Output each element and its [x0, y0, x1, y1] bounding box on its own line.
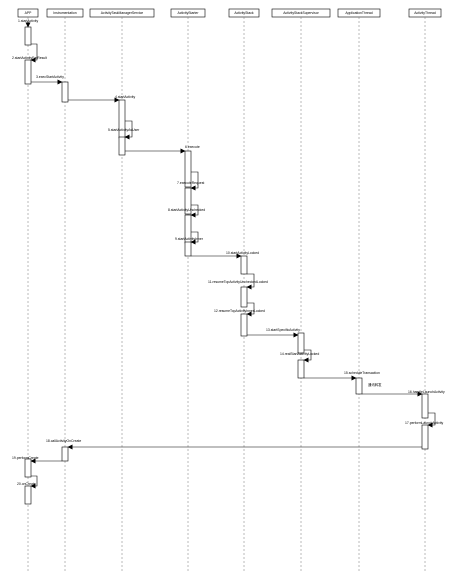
activation-bar [118, 136, 126, 156]
message-13: 13.startSpecificActivity [247, 328, 300, 338]
note-label: 通讯转发 [368, 382, 382, 387]
message-label: 6.execute [185, 145, 200, 149]
message-label: 14.realStartActivityLocked [280, 352, 319, 356]
activation-bar [61, 81, 69, 103]
activation-bar [240, 255, 248, 275]
message-label: 15.scheduleTransaction [344, 371, 380, 375]
message-20: 20.onCreate [17, 475, 38, 489]
message-1: 1.startActivity [18, 19, 38, 28]
message-label: 5.startActivityAsUser [108, 128, 140, 132]
participant-activity-starter: ActivityStarter [170, 8, 206, 18]
message-14: 14.realStartActivityLocked [280, 349, 319, 363]
message-15: 15.scheduleTransaction [304, 371, 380, 381]
activation-bar [24, 485, 32, 505]
message-10: 10.startActivityLocked [191, 251, 259, 259]
message-18: 18.callActivityOnCreate [46, 439, 422, 450]
messages: 1.startActivity 2.startActivityForResult… [12, 19, 445, 489]
message-label: 19.performCreate [12, 456, 39, 460]
message-12: 12.resumeTopActivityInnerLocked [214, 302, 265, 317]
message-6: 6.execute [125, 145, 200, 154]
message-16: 16.handleLaunchActivity [362, 390, 445, 397]
participant-label: ActivityStackSupervisor [283, 11, 319, 15]
message-arrow [124, 120, 133, 140]
activation-bar [421, 393, 429, 419]
message-arrow [190, 171, 199, 191]
message-9: 9.startActivityInner [175, 231, 204, 245]
participant-label: ActivityThread [414, 11, 436, 15]
message-11: 11.resumeTopActivityUncheckedLocked [208, 273, 268, 290]
activation-bar [184, 241, 192, 257]
message-17: 17.performLaunchActivity [405, 412, 444, 428]
message-arrow [30, 475, 38, 489]
note-forwarding: 通讯转发 [368, 382, 382, 387]
activation-bar [24, 26, 32, 46]
message-label: 18.callActivityOnCreate [46, 439, 81, 443]
participant-activity-stack-supervisor: ActivityStackSupervisor [271, 8, 331, 18]
message-label: 9.startActivityInner [175, 237, 204, 241]
message-4: 4.startActivity [68, 95, 135, 103]
message-arrow [30, 43, 38, 63]
activation-bar [297, 332, 305, 354]
message-label: 10.startActivityLocked [226, 251, 259, 255]
message-label: 16.handleLaunchActivity [408, 390, 445, 394]
message-label: 2.startActivityForResult [12, 56, 47, 60]
message-label: 12.resumeTopActivityInnerLocked [214, 309, 265, 313]
activation-bar [24, 458, 32, 478]
participant-label: ActivityStack [234, 11, 254, 15]
activation-bar [240, 313, 248, 337]
message-label: 8.startActivityUnchecked [168, 208, 205, 212]
message-label: 13.startSpecificActivity [266, 328, 300, 332]
message-arrow [246, 273, 255, 290]
message-label: 4.startActivity [115, 95, 135, 99]
participant-label: ActivityTaskManagerService [101, 11, 144, 15]
participant-activity-thread: ActivityThread [408, 8, 442, 18]
participant-app: APP [17, 8, 39, 18]
participant-label: Instrumentation [53, 11, 76, 15]
message-label: 17.performLaunchActivity [405, 421, 444, 425]
activation-bar [297, 359, 305, 379]
message-label: 3.execStartActivity [36, 75, 64, 79]
participant-label: ActivityStarter [178, 11, 200, 15]
message-arrow [246, 302, 255, 317]
activation-bar [184, 150, 192, 188]
message-arrow [190, 231, 199, 245]
participant-application-thread: ApplicationThread [337, 8, 381, 18]
activation-bar [184, 187, 192, 215]
message-arrow [190, 204, 199, 218]
message-label: 11.resumeTopActivityUncheckedLocked [208, 280, 268, 284]
message-19: 19.performCreate [12, 456, 62, 464]
message-arrow [303, 349, 312, 363]
message-8: 8.startActivityUnchecked [168, 204, 205, 218]
message-7: 7.executeRequest [177, 171, 204, 191]
message-arrow [427, 412, 436, 428]
participant-instrumentation: Instrumentation [46, 8, 84, 18]
message-label: 1.startActivity [18, 19, 38, 23]
participant-activity-task-manager-service: ActivityTaskManagerService [89, 8, 155, 18]
activation-bar [355, 377, 363, 395]
activation-bar [61, 446, 69, 462]
participant-label: APP [25, 11, 33, 15]
activation-bar [24, 59, 32, 85]
participant-label: ApplicationThread [345, 11, 372, 15]
activation-bar [118, 99, 126, 139]
message-5: 5.startActivityAsUser [108, 120, 140, 140]
participant-headers: APP Instrumentation ActivityTaskManagerS… [17, 8, 442, 18]
participant-activity-stack: ActivityStack [228, 8, 260, 18]
activation-bar [421, 424, 429, 450]
activation-bars [24, 26, 429, 505]
message-3: 3.execStartActivity [31, 75, 64, 85]
message-label: 20.onCreate [17, 482, 36, 486]
activation-bar [240, 286, 248, 308]
message-label: 7.executeRequest [177, 181, 204, 185]
message-2: 2.startActivityForResult [12, 43, 47, 63]
